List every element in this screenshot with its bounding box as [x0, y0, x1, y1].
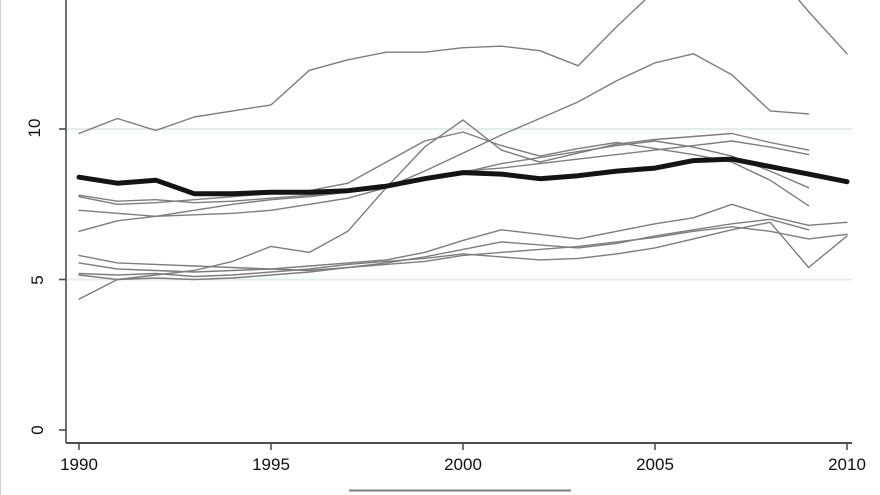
series-line-series-spike-2000 [78, 119, 810, 300]
series-line-mean [76, 156, 850, 197]
series-line-series-low-a [78, 203, 848, 270]
x-tick-label-1995: 1995 [252, 455, 290, 474]
x-tick-label-1990: 1990 [60, 455, 98, 474]
y-tick-label-5: 5 [28, 275, 47, 285]
y-tick-label-10: 10 [25, 118, 44, 138]
series-line-series-mid-a [78, 131, 810, 207]
series-line-series-low-c [78, 221, 848, 278]
x-tick-label-2010: 2010 [828, 455, 866, 474]
x-tick-label-2005: 2005 [636, 455, 674, 474]
series-line-series-mid-c [78, 140, 810, 233]
x-tick-label-2000: 2000 [444, 455, 482, 474]
y-tick-label-0: 0 [28, 425, 47, 435]
series-line-series-climber [78, 53, 810, 218]
series-line-series-low-d [78, 218, 810, 281]
series-line-series-low-b [78, 226, 848, 273]
series-line-series-top [78, 0, 848, 135]
